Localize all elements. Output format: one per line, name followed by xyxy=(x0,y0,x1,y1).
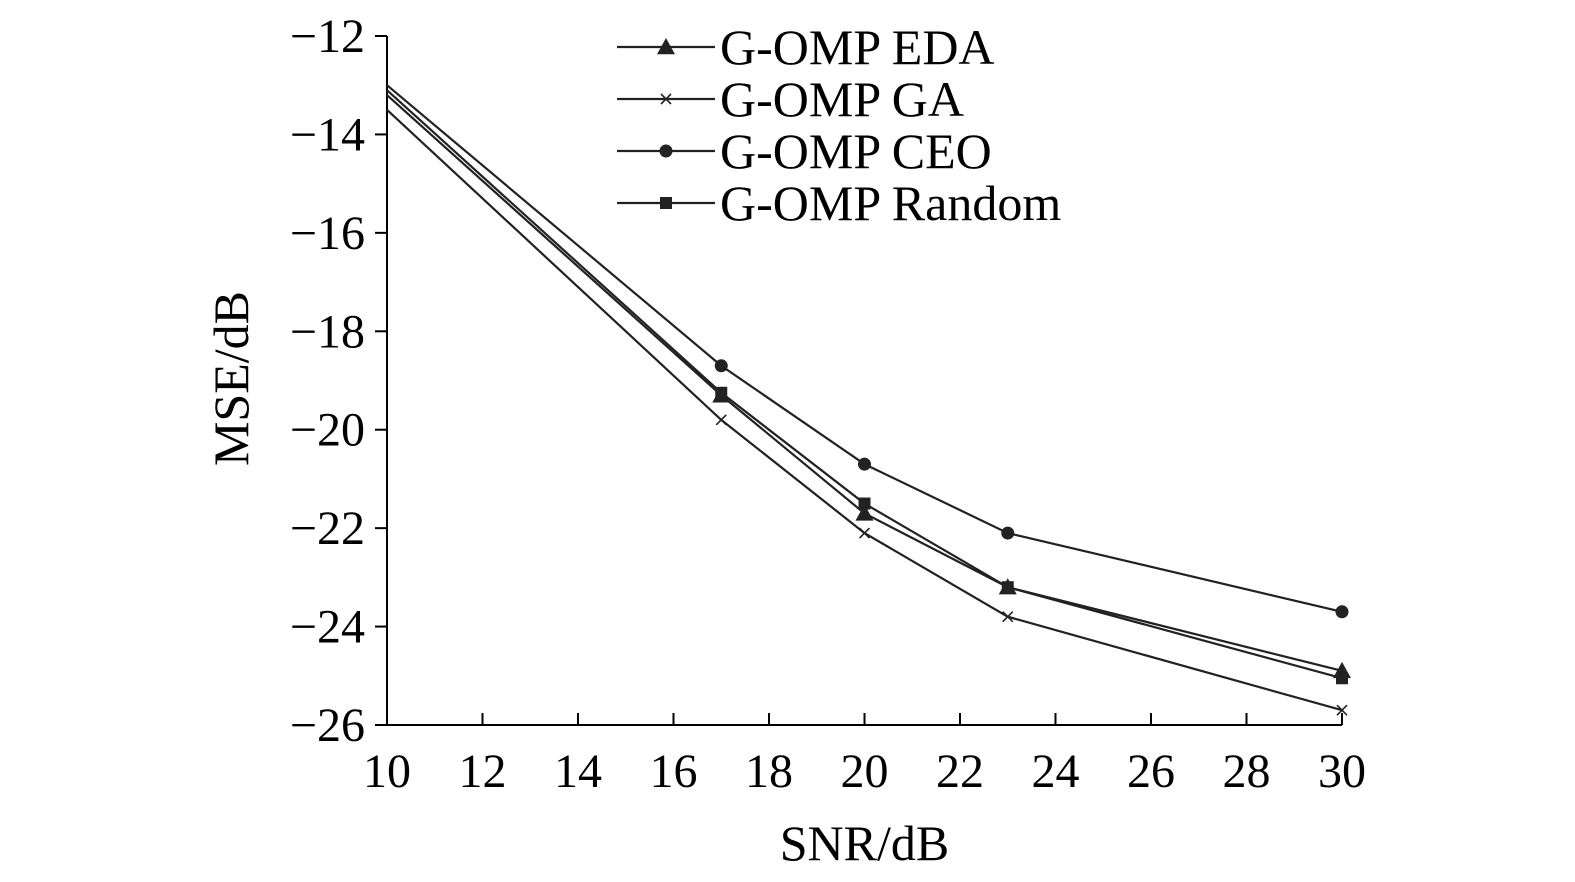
legend-item: G-OMP CEO xyxy=(617,123,992,179)
x-marker-stroke xyxy=(1002,611,1014,623)
x-marker-stroke xyxy=(858,527,871,539)
legend-marker xyxy=(660,93,672,105)
series-layer xyxy=(386,84,1351,716)
y-tick-label: −18 xyxy=(290,305,365,358)
data-point xyxy=(715,386,728,399)
y-tick-label: −20 xyxy=(290,404,365,457)
x-marker-stroke xyxy=(1336,704,1348,716)
data-point xyxy=(858,527,871,539)
x-axis-title: SNR/dB xyxy=(780,815,950,871)
data-point xyxy=(714,359,728,373)
legend-label: G-OMP GA xyxy=(720,71,964,127)
data-point xyxy=(715,414,727,426)
series-square xyxy=(386,89,1348,685)
data-point xyxy=(858,457,871,471)
y-tick-label: −22 xyxy=(290,502,365,555)
data-point xyxy=(1336,704,1348,716)
x-axis-ticks: 10 12 14 16 18 20 22 24 26 28 30 xyxy=(363,713,1366,798)
data-point xyxy=(858,497,871,510)
data-point xyxy=(1002,611,1014,623)
series-circle xyxy=(386,84,1349,619)
y-axis-ticks: −12 −14 −16 −18 −20 −22 −24 −26 xyxy=(290,10,387,752)
x-marker-stroke xyxy=(715,414,727,426)
x-tick-label: 20 xyxy=(841,745,889,798)
legend-label: G-OMP CEO xyxy=(720,123,992,179)
y-tick-label: −16 xyxy=(290,207,365,260)
legend-item: G-OMP EDA xyxy=(617,19,995,75)
data-point xyxy=(1001,526,1015,540)
x-tick-label: 26 xyxy=(1127,745,1175,798)
legend-marker xyxy=(660,197,672,209)
data-point xyxy=(1335,605,1349,619)
data-point xyxy=(1001,581,1014,594)
legend-item: G-OMP GA xyxy=(617,71,964,127)
data-point xyxy=(855,504,874,521)
legend-label: G-OMP EDA xyxy=(720,19,995,75)
series-x xyxy=(386,109,1348,716)
x-tick-label: 28 xyxy=(1223,745,1271,798)
legend-label: G-OMP Random xyxy=(720,175,1061,231)
y-tick-label: −12 xyxy=(290,10,365,63)
x-tick-label: 24 xyxy=(1032,745,1080,798)
y-tick-label: −26 xyxy=(290,699,365,752)
x-marker-stroke xyxy=(660,93,672,105)
x-tick-label: 18 xyxy=(745,745,793,798)
legend-item: G-OMP Random xyxy=(617,175,1061,231)
y-tick-label: −24 xyxy=(290,601,365,654)
legend-marker xyxy=(657,38,675,55)
y-tick-label: −14 xyxy=(290,108,365,161)
x-tick-label: 22 xyxy=(936,745,984,798)
data-point xyxy=(1336,672,1348,685)
x-tick-label: 12 xyxy=(459,745,507,798)
x-tick-label: 14 xyxy=(554,745,602,798)
x-tick-label: 16 xyxy=(650,745,698,798)
x-tick-label: 30 xyxy=(1318,745,1366,798)
y-axis-title: MSE/dB xyxy=(203,291,259,466)
legend-marker xyxy=(659,144,673,158)
x-tick-label: 10 xyxy=(363,745,411,798)
